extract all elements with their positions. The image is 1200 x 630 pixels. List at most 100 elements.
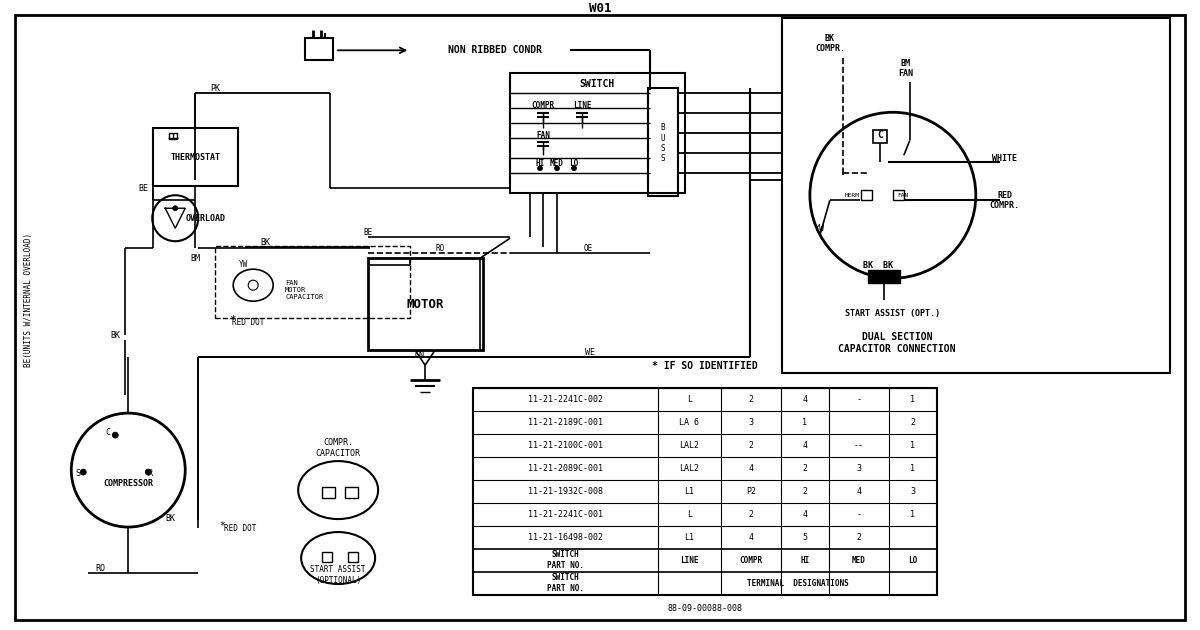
Bar [648,88,678,196]
Text: 2: 2 [911,418,916,427]
Text: MOTOR: MOTOR [407,298,444,311]
Text: FAN
MOTOR
CAPACITOR: FAN MOTOR CAPACITOR [286,280,324,300]
Text: BE(UNITS W/INTERNAL OVERLOAD): BE(UNITS W/INTERNAL OVERLOAD) [24,233,32,367]
Text: 4: 4 [803,510,808,519]
Text: NON RIBBED CONDR: NON RIBBED CONDR [448,45,542,55]
Text: 1: 1 [911,395,916,404]
Bar [346,487,358,498]
Text: COMPR: COMPR [739,556,762,564]
Text: RO: RO [436,244,445,253]
Text: 1: 1 [911,441,916,450]
Text: 2: 2 [803,487,808,496]
Text: WE: WE [586,348,595,357]
Text: GN: GN [415,351,425,360]
Text: SWITCH
PART NO.: SWITCH PART NO. [547,551,584,570]
Text: BM
FAN: BM FAN [899,59,913,78]
Text: P2: P2 [746,487,756,496]
Text: 2: 2 [803,464,808,473]
Circle shape [145,469,151,475]
Text: 11-21-2241C-001: 11-21-2241C-001 [528,510,604,519]
Text: RED DOT: RED DOT [224,524,257,532]
Text: RED
COMPR.: RED COMPR. [990,190,1020,210]
Text: OVERLOAD: OVERLOAD [185,214,226,223]
Text: WHITE: WHITE [992,154,1018,163]
Text: FAN: FAN [898,193,908,198]
Text: --: -- [854,441,864,450]
Text: C: C [877,130,883,140]
Text: RED DOT: RED DOT [232,318,264,327]
Text: HERM: HERM [845,193,859,198]
Text: BE: BE [364,227,373,237]
Bar [169,134,178,139]
Bar [872,130,887,143]
Text: YW: YW [239,260,248,269]
Text: START ASSIST (OPT.): START ASSIST (OPT.) [845,309,941,318]
Text: 4: 4 [749,464,754,473]
Text: LAL2: LAL2 [679,441,700,450]
Text: 11-21-2189C-001: 11-21-2189C-001 [528,418,604,427]
Text: PK: PK [210,84,221,93]
Text: MED: MED [550,159,564,168]
Bar [868,270,900,284]
Bar [510,73,685,193]
Text: OE: OE [583,244,593,253]
Text: DUAL SECTION
CAPACITOR CONNECTION: DUAL SECTION CAPACITOR CONNECTION [838,333,955,354]
Text: BK
COMPR.: BK COMPR. [815,33,845,53]
Text: -: - [857,395,862,404]
Circle shape [173,206,178,210]
Bar [215,246,410,318]
Text: START ASSIST
(OPTIONAL): START ASSIST (OPTIONAL) [311,565,366,585]
Bar [348,552,358,562]
Circle shape [80,469,86,475]
Text: LA 6: LA 6 [679,418,700,427]
Text: BK: BK [260,238,270,247]
Text: 11-21-2100C-001: 11-21-2100C-001 [528,441,604,450]
Bar [322,487,335,498]
Text: -: - [857,510,862,519]
Text: MED: MED [852,556,865,564]
Text: R: R [148,469,152,478]
Text: 11-21-1932C-008: 11-21-1932C-008 [528,487,604,496]
Text: 3: 3 [749,418,754,427]
Text: THERMOSTAT: THERMOSTAT [170,152,221,162]
Text: BK: BK [110,331,120,340]
Text: BM: BM [191,254,200,263]
Text: 3: 3 [911,487,916,496]
Bar [782,18,1170,373]
Text: 5: 5 [803,533,808,542]
Text: SWITCH: SWITCH [580,79,614,89]
Circle shape [113,432,119,438]
Text: COMPR.
CAPACITOR: COMPR. CAPACITOR [316,438,361,458]
Text: COMPRESSOR: COMPRESSOR [103,479,154,488]
Text: 2: 2 [749,441,754,450]
Text: L: L [686,395,692,404]
Text: 2: 2 [749,395,754,404]
Text: 11-21-16498-002: 11-21-16498-002 [528,533,604,542]
Bar [322,552,332,562]
Text: 88-09-00088-008: 88-09-00088-008 [667,604,743,612]
Text: LINE: LINE [680,556,698,564]
Text: L1: L1 [684,533,695,542]
Text: LINE: LINE [572,101,592,110]
Text: 11-21-2089C-001: 11-21-2089C-001 [528,464,604,473]
Text: C: C [106,428,110,437]
Circle shape [538,166,542,171]
Bar [368,258,484,350]
Text: BK: BK [166,513,175,522]
Text: YW: YW [815,224,824,232]
Text: COMPR: COMPR [532,101,554,110]
Text: SWITCH
PART NO.: SWITCH PART NO. [547,573,584,593]
Bar [305,38,334,60]
Bar [473,388,937,595]
Circle shape [571,166,576,171]
Text: FAN: FAN [536,131,550,140]
Text: 4: 4 [857,487,862,496]
Text: 1: 1 [803,418,808,427]
Circle shape [554,166,559,171]
Text: 4: 4 [803,441,808,450]
Text: 3: 3 [857,464,862,473]
Text: 4: 4 [749,533,754,542]
Bar [154,129,238,186]
Text: BK  BK: BK BK [863,261,893,270]
Text: TERMINAL  DESIGNATIONS: TERMINAL DESIGNATIONS [746,578,848,588]
